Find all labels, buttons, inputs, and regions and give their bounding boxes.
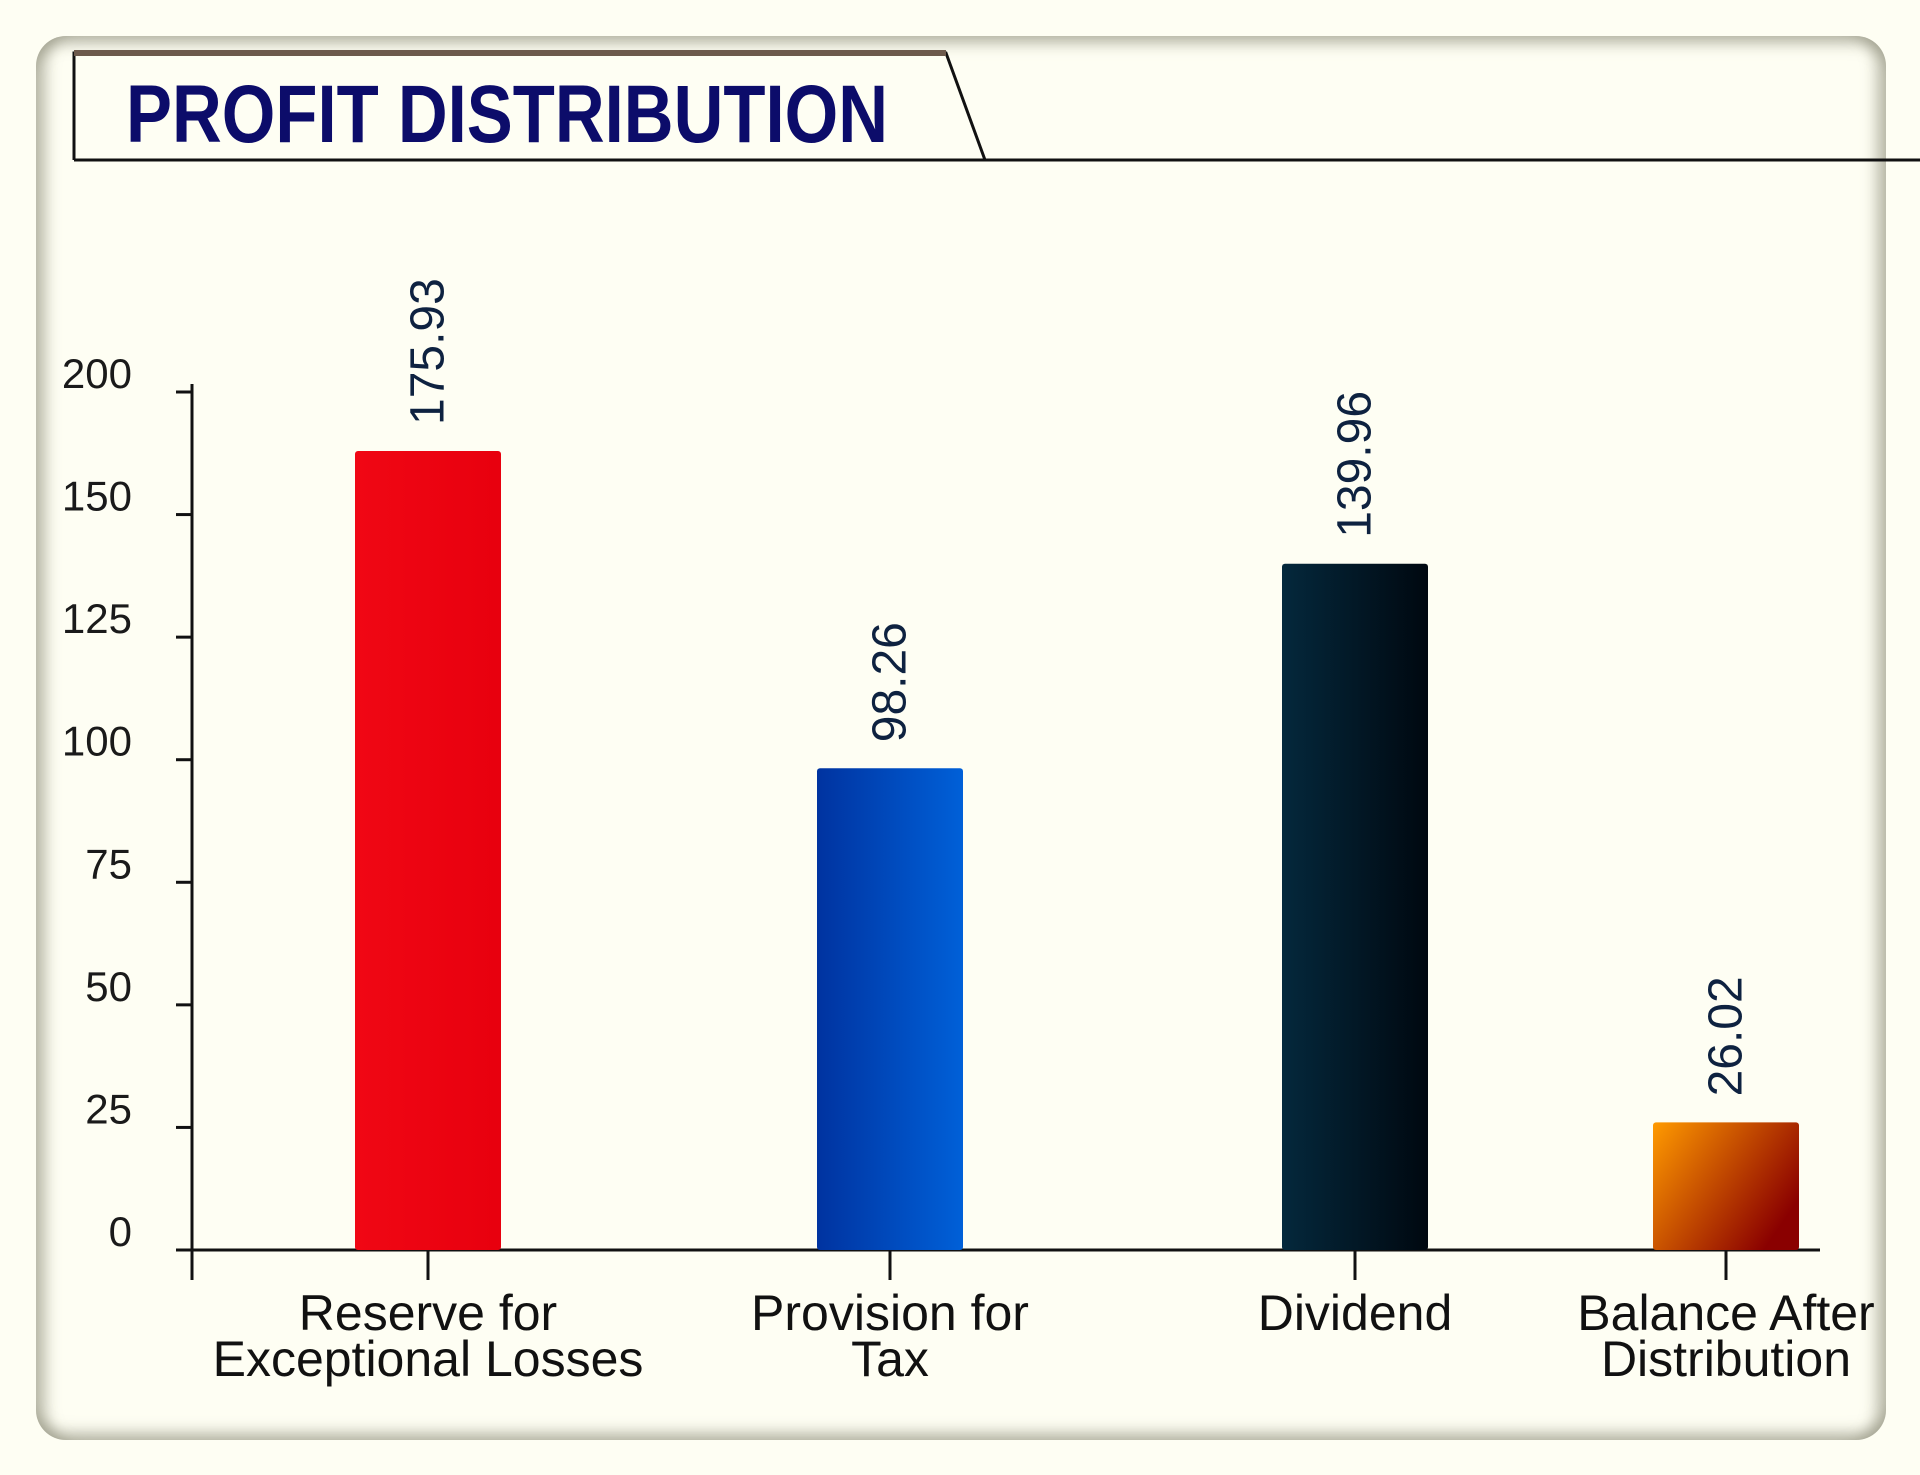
category-label-line: Exceptional Losses <box>213 1331 644 1387</box>
category-label-line: Tax <box>851 1331 929 1387</box>
y-tick-label: 25 <box>85 1085 132 1132</box>
category-label-line: Dividend <box>1258 1285 1453 1341</box>
category-label: Dividend <box>1258 1285 1453 1341</box>
value-label: 26.02 <box>1700 976 1753 1096</box>
category-label: Provision for Tax <box>751 1285 1029 1387</box>
bar <box>355 451 501 1251</box>
category-label: Balance After Distribution <box>1577 1285 1874 1387</box>
y-tick-label: 150 <box>62 473 132 520</box>
y-tick-label: 0 <box>109 1208 132 1255</box>
y-tick-label: 100 <box>62 718 132 765</box>
category-label-line: Distribution <box>1601 1331 1851 1387</box>
title-tab: PROFIT DISTRIBUTION <box>72 50 1920 162</box>
bars <box>355 451 1799 1251</box>
y-tick-label: 75 <box>85 840 132 887</box>
value-label: 139.96 <box>1329 391 1382 538</box>
value-label: 175.93 <box>402 278 455 425</box>
category-label-line: Balance After <box>1577 1285 1874 1341</box>
bar <box>1282 563 1428 1250</box>
y-tick-label: 125 <box>62 595 132 642</box>
bar <box>1653 1122 1799 1250</box>
value-labels: 175.93 98.26 139.96 26.02 <box>402 278 1753 1096</box>
category-label-line: Reserve for <box>299 1285 557 1341</box>
category-labels: Reserve for Exceptional Losses Provision f… <box>213 1285 1875 1387</box>
category-label-line: Provision for <box>751 1285 1029 1341</box>
x-axis <box>176 1248 1820 1280</box>
bar <box>817 768 963 1250</box>
y-axis: 0 25 50 75 100 125 150 200 <box>62 350 194 1280</box>
y-tick-label: 200 <box>62 350 132 397</box>
category-label: Reserve for Exceptional Losses <box>213 1285 644 1387</box>
chart-title: PROFIT DISTRIBUTION <box>126 69 888 160</box>
y-tick-label: 50 <box>85 963 132 1010</box>
value-label: 98.26 <box>864 622 917 742</box>
